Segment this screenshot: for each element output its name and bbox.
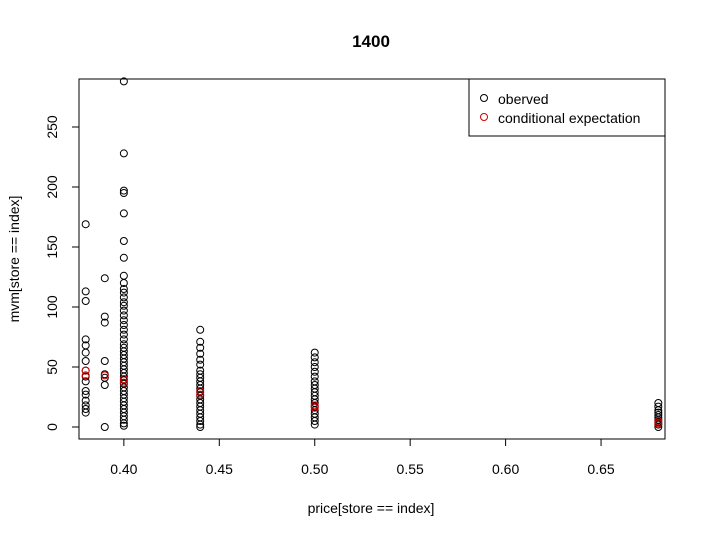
series-conditional-expectation [81, 366, 663, 428]
conditional-expectation-point [81, 371, 90, 380]
observed-point [100, 274, 109, 283]
observed-point [81, 357, 90, 365]
conditional-expectation-point [81, 366, 90, 375]
x-tick-label: 0.65 [587, 461, 614, 477]
observed-point [81, 405, 90, 413]
observed-point [310, 363, 319, 371]
observed-point [196, 423, 205, 431]
y-axis: 0 50 100 150 200 250 [44, 115, 80, 431]
legend-box [468, 78, 666, 137]
observed-point [196, 355, 205, 364]
observed-point [119, 186, 128, 195]
observed-point [119, 209, 128, 218]
conditional-expectation-point [654, 417, 663, 425]
observed-point [100, 357, 109, 365]
observed-point [119, 271, 128, 280]
observed-point [196, 349, 205, 358]
observed-point [196, 325, 205, 334]
observed-point [119, 298, 128, 307]
chart-title: 1400 [352, 32, 390, 51]
observed-point [654, 402, 663, 411]
observed-point [310, 358, 319, 367]
conditional-expectation-point [119, 375, 128, 383]
observed-point [81, 335, 90, 344]
conditional-expectation-point [310, 403, 319, 412]
observed-point [100, 318, 109, 327]
y-tick-label: 100 [44, 295, 60, 319]
y-tick-label: 50 [44, 359, 60, 375]
observed-point [119, 321, 128, 329]
legend-marker-conditional-expectation [480, 113, 488, 121]
observed-point [119, 293, 128, 302]
x-axis: 0.40 0.45 0.50 0.55 0.60 0.65 [110, 438, 615, 477]
observed-point [310, 348, 319, 357]
observed-point [119, 330, 128, 339]
observed-point [119, 285, 128, 293]
legend-marker-observed [480, 94, 488, 102]
observed-point [119, 419, 128, 428]
observed-point [100, 312, 109, 321]
observed-point [81, 297, 90, 305]
observed-point [119, 301, 128, 310]
observed-point [654, 423, 663, 431]
observed-point [196, 417, 205, 425]
y-tick-label: 0 [44, 423, 60, 431]
conditional-expectation-point [196, 387, 205, 395]
observed-point [310, 420, 319, 429]
observed-point [119, 335, 128, 344]
conditional-expectation-point [310, 401, 319, 410]
observed-point [119, 421, 128, 430]
observed-point [119, 77, 128, 86]
x-tick-label: 0.40 [110, 461, 137, 477]
observed-point [310, 367, 319, 376]
observed-point [196, 343, 205, 352]
conditional-expectation-point [654, 419, 663, 428]
observed-point [119, 316, 128, 325]
series-observed [81, 77, 663, 431]
observed-point [119, 149, 128, 158]
observed-point [100, 423, 109, 431]
x-tick-label: 0.45 [206, 461, 233, 477]
x-tick-label: 0.60 [492, 461, 519, 477]
x-tick-label: 0.55 [397, 461, 424, 477]
observed-point [81, 377, 90, 386]
legend-label-conditional-expectation: conditional expectation [498, 110, 640, 126]
observed-point [119, 325, 128, 334]
observed-point [81, 387, 90, 395]
observed-point [119, 253, 128, 262]
conditional-expectation-point [100, 371, 109, 380]
legend-label-observed: oberved [498, 91, 549, 107]
conditional-expectation-point [196, 390, 205, 399]
y-tick-label: 250 [44, 115, 60, 139]
observed-point [310, 372, 319, 381]
observed-point [81, 348, 90, 357]
observed-point [119, 306, 128, 315]
observed-point [196, 420, 205, 429]
observed-point [310, 353, 319, 362]
observed-point [119, 279, 128, 287]
legend: oberved conditional expectation [468, 78, 666, 137]
observed-point [119, 189, 128, 197]
conditional-expectation-point [119, 378, 128, 387]
observed-point [100, 381, 109, 389]
observed-point [81, 396, 90, 405]
observed-point [196, 360, 205, 369]
data-points [81, 77, 663, 431]
y-tick-label: 150 [44, 235, 60, 259]
observed-point [81, 408, 90, 417]
observed-point [119, 237, 128, 245]
observed-point [310, 417, 319, 425]
observed-point [119, 311, 128, 320]
y-axis-label: mvm[store == index] [6, 196, 22, 323]
observed-point [196, 337, 205, 346]
observed-point [81, 287, 90, 296]
observed-point [81, 390, 90, 399]
observed-point [119, 415, 128, 424]
x-axis-label: price[store == index] [308, 500, 435, 516]
observed-point [119, 288, 128, 297]
x-tick-label: 0.50 [301, 461, 328, 477]
observed-point [81, 220, 90, 229]
y-tick-label: 200 [44, 175, 60, 199]
